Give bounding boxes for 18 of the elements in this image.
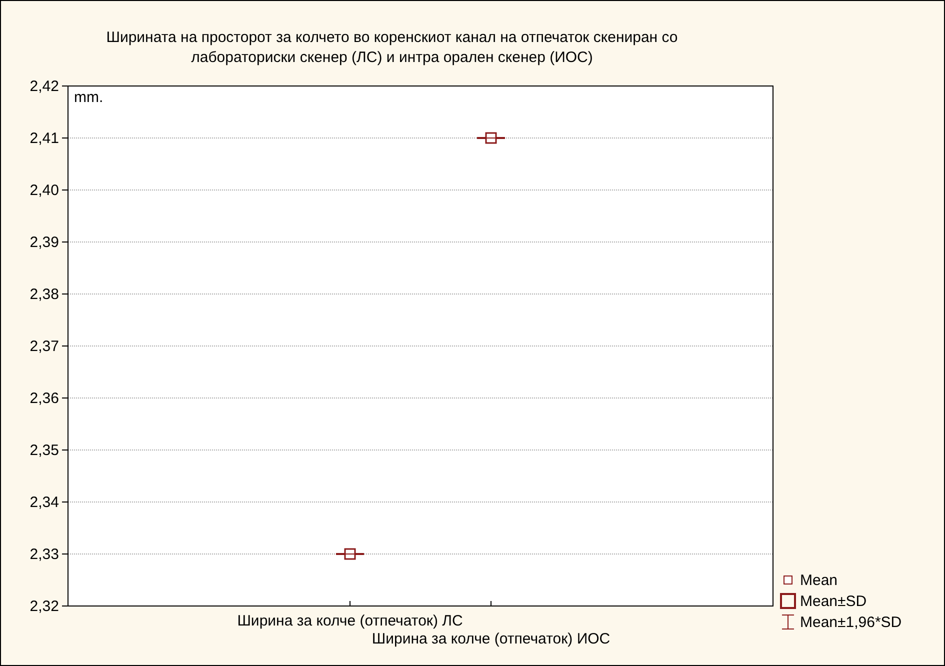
y-tick-label: 2,41	[30, 130, 59, 147]
chart-title: Ширината на просторот за колчето во коренскиот канал на отпечаток скениран со лабораториски скенер (ЛС) и интра орален скенер (ИОС)	[106, 29, 678, 66]
y-axis-title: mm.	[74, 89, 104, 106]
y-tick-label: 2,37	[30, 338, 59, 355]
y-tick-label: 2,38	[30, 286, 59, 303]
y-tick-label: 2,36	[30, 390, 59, 407]
y-tick-label: 2,32	[30, 598, 59, 615]
y-tick-label: 2,33	[30, 546, 59, 563]
y-tick-label: 2,40	[30, 182, 59, 199]
x-tick-label: Ширина за колче (отпечаток) ЛС	[237, 612, 463, 630]
text: Mean±1,96*SD	[800, 614, 902, 631]
y-tick-label: 2,35	[30, 442, 59, 459]
y-tick-label: 2,42	[30, 78, 59, 95]
text: Mean	[800, 572, 838, 589]
text: Mean±SD	[800, 593, 867, 610]
y-tick-label: 2,39	[30, 234, 59, 251]
y-tick-label: 2,34	[30, 494, 59, 511]
x-tick-label: Ширина за колче (отпечаток) ИОС	[372, 630, 610, 648]
